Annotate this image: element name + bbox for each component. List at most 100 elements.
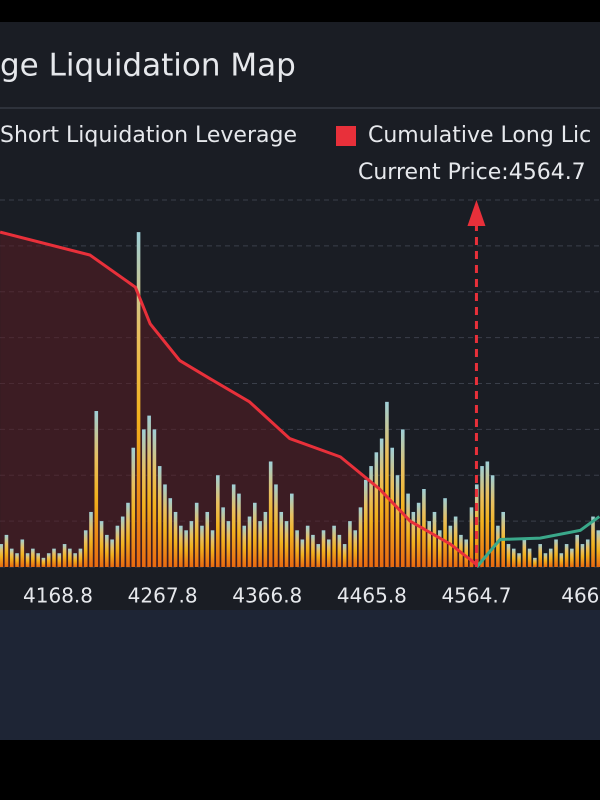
- x-tick-label: 4669: [561, 584, 600, 608]
- bar: [311, 534, 315, 567]
- bar: [506, 544, 511, 567]
- bar: [57, 553, 62, 567]
- bar: [585, 539, 590, 567]
- bar: [395, 475, 400, 567]
- bar: [242, 525, 247, 567]
- bar: [290, 493, 294, 567]
- bar: [511, 548, 516, 567]
- bar: [4, 534, 9, 567]
- bar: [142, 429, 146, 567]
- bar: [157, 466, 162, 567]
- bar: [305, 525, 310, 567]
- bar: [485, 461, 490, 567]
- bar: [189, 521, 194, 567]
- bar: [41, 557, 46, 567]
- x-tick-label: 4168.8: [23, 584, 93, 608]
- bar: [52, 548, 56, 567]
- bar: [258, 521, 262, 567]
- arrow-head: [467, 200, 486, 226]
- bar: [332, 525, 336, 567]
- bar: [268, 461, 273, 567]
- bar: [416, 502, 421, 567]
- chart-title: ge Liquidation Map: [0, 48, 296, 84]
- bar: [337, 534, 342, 567]
- x-tick-label: 4267.8: [128, 584, 198, 608]
- bar: [115, 525, 120, 567]
- bar: [168, 498, 173, 567]
- bar: [184, 530, 188, 567]
- bar: [348, 521, 352, 567]
- bar: [464, 539, 468, 567]
- bar: [136, 232, 141, 568]
- bar: [411, 511, 416, 567]
- bar: [474, 484, 479, 567]
- bar: [83, 530, 88, 567]
- bar: [110, 539, 114, 567]
- bar: [31, 548, 35, 567]
- line: [0, 230, 478, 566]
- bar: [46, 553, 51, 567]
- bar: [173, 511, 178, 567]
- bar: [469, 507, 474, 567]
- bar: [163, 484, 167, 567]
- bar: [295, 530, 299, 567]
- bar: [554, 539, 558, 567]
- bar: [342, 544, 347, 567]
- bar: [210, 530, 215, 567]
- bar: [369, 466, 373, 567]
- bar: [68, 548, 72, 567]
- bar: [548, 548, 553, 567]
- bar: [15, 553, 19, 567]
- bar: [437, 530, 442, 567]
- bar: [179, 525, 183, 567]
- bar: [517, 553, 521, 567]
- bar: [400, 429, 405, 567]
- bar: [226, 521, 231, 567]
- bar: [131, 447, 136, 567]
- bar: [9, 548, 14, 567]
- bar: [205, 511, 210, 567]
- bar: [152, 429, 157, 567]
- bar: [432, 511, 437, 567]
- x-tick-label: 4465.8: [337, 584, 407, 608]
- bar: [580, 544, 585, 567]
- bar: [527, 548, 532, 567]
- bar: [385, 401, 389, 567]
- x-tick-label: 4366.8: [232, 584, 302, 608]
- bar: [89, 511, 93, 567]
- bar: [25, 553, 30, 567]
- bar: [591, 516, 595, 567]
- bar: [94, 411, 99, 567]
- bar: [353, 530, 358, 567]
- bar: [316, 544, 321, 567]
- bar: [374, 452, 379, 567]
- bar: [533, 557, 537, 567]
- bar: [284, 521, 289, 567]
- bar: [99, 521, 104, 567]
- bar: [62, 544, 67, 567]
- bar: [105, 534, 109, 567]
- bar: [490, 475, 495, 567]
- bar: [575, 534, 579, 567]
- bar: [73, 553, 77, 567]
- bar: [406, 493, 410, 567]
- bar: [327, 539, 331, 567]
- bar: [543, 553, 548, 567]
- bar: [496, 525, 500, 567]
- x-tick-label: 4564.7: [441, 584, 511, 608]
- bar: [253, 502, 257, 567]
- bar: [522, 539, 527, 567]
- bar: [126, 502, 130, 567]
- bar: [448, 525, 453, 567]
- bar: [200, 525, 204, 567]
- bar: [379, 438, 384, 567]
- area: [0, 232, 477, 568]
- bar: [564, 544, 569, 567]
- annotation: Current Price:4564.7: [358, 160, 586, 185]
- line: [475, 515, 600, 568]
- bar: [221, 507, 225, 567]
- bar: [570, 548, 574, 567]
- bar: [363, 479, 368, 567]
- bar: [237, 493, 241, 567]
